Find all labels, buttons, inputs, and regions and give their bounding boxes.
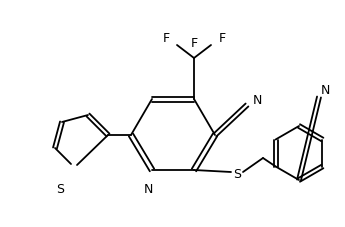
Text: N: N: [143, 183, 153, 196]
Text: S: S: [233, 168, 241, 180]
Text: N: N: [253, 94, 263, 106]
Text: F: F: [162, 32, 169, 44]
Text: N: N: [321, 84, 331, 98]
Text: S: S: [56, 183, 64, 196]
Text: F: F: [218, 32, 226, 44]
Text: F: F: [190, 37, 198, 50]
